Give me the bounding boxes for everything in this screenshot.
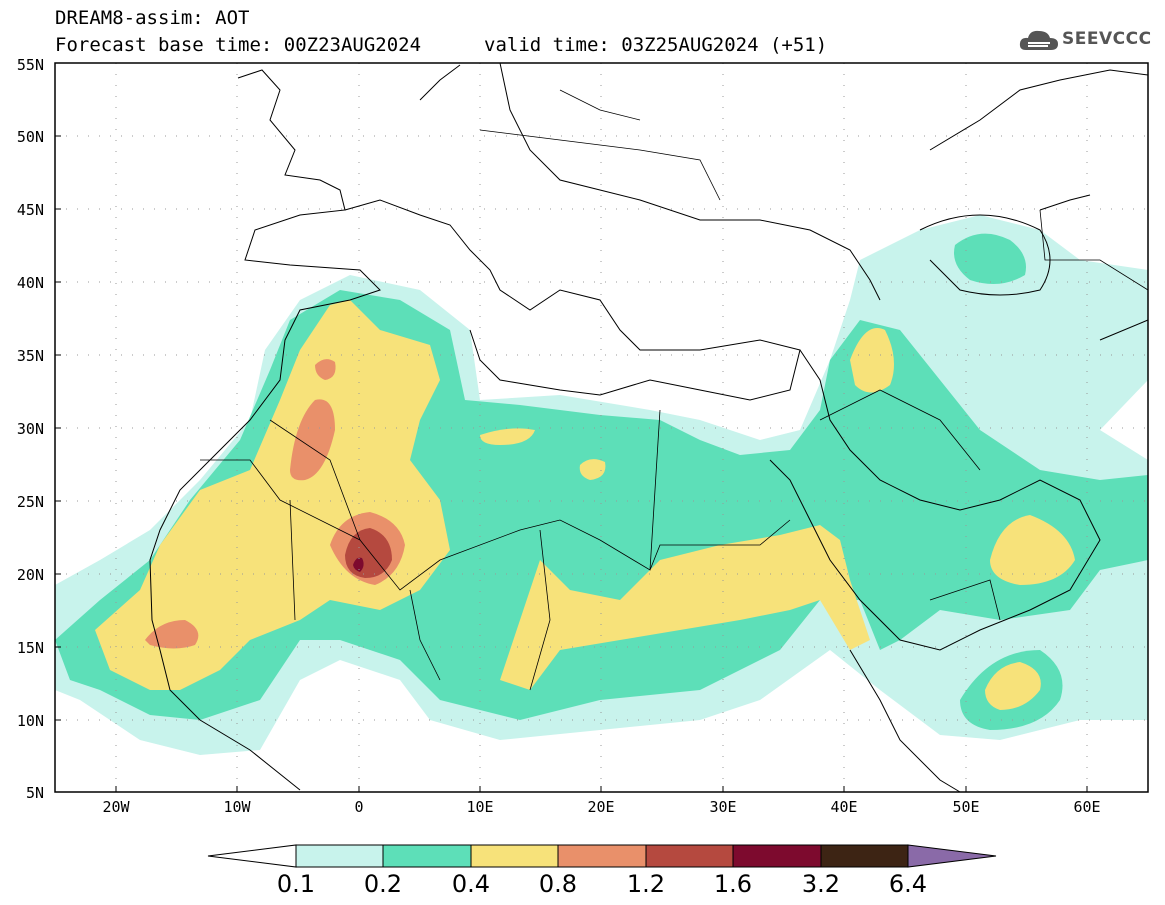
lat-label: 15N (16, 639, 44, 657)
lat-label: 20N (16, 566, 44, 584)
colorbar-bin-4 (557, 844, 647, 868)
lon-label: 10W (223, 798, 251, 816)
base-time: Forecast base time: 00Z23AUG2024 (55, 34, 422, 56)
colorbar-label: 0.2 (363, 870, 403, 898)
lat-label: 25N (16, 493, 44, 511)
lon-label: 40E (830, 798, 858, 816)
valid-time: valid time: 03Z25AUG2024 (+51) (484, 34, 828, 56)
colorbar-low-arrow (207, 844, 297, 868)
seevccc-logo: SEEVCCC (1018, 26, 1158, 56)
lat-label: 50N (16, 128, 44, 146)
colorbar-bin-2 (382, 844, 472, 868)
aot-contours (55, 215, 1148, 755)
lon-label: 30E (709, 798, 737, 816)
colorbar-bin-3 (470, 844, 559, 868)
contour-1.6 (353, 557, 364, 572)
colorbar-bin-6 (732, 844, 822, 868)
gridlines (55, 63, 1148, 792)
lat-label: 55N (16, 56, 44, 74)
borders (200, 89, 1149, 691)
contour-0.2-caspian (954, 233, 1026, 284)
colorbar-label: 1.2 (626, 870, 666, 898)
colorbar-label: 3.2 (801, 870, 841, 898)
colorbar-bin-1 (295, 844, 384, 868)
cloud-icon (1019, 30, 1058, 50)
lat-label: 10N (16, 712, 44, 730)
lat-label: 35N (16, 347, 44, 365)
contour-0.4 (95, 300, 450, 690)
colorbar-bin-5 (645, 844, 734, 868)
contour-0.4-iraq (850, 328, 894, 393)
contour-0.4-libya (480, 428, 535, 445)
lon-label: 50E (952, 798, 980, 816)
colorbar-label: 0.4 (451, 870, 491, 898)
colorbar-high-arrow (907, 844, 997, 868)
contour-0.4-arabian-sea (985, 662, 1041, 710)
lat-label: 30N (16, 420, 44, 438)
contour-0.4-oman (990, 515, 1075, 585)
lon-label: 10E (466, 798, 494, 816)
colorbar-label: 0.1 (276, 870, 316, 898)
lon-label: 60E (1073, 798, 1101, 816)
lat-label: 5N (25, 784, 44, 802)
contour-0.8-senegal (145, 620, 199, 649)
ticks (55, 135, 1088, 792)
colorbar-label: 0.8 (538, 870, 578, 898)
contour-0.4-egypt (579, 459, 606, 480)
lat-label: 45N (16, 201, 44, 219)
lon-label: 20E (587, 798, 615, 816)
lon-label: 0 (354, 798, 364, 816)
lat-label: 40N (16, 274, 44, 292)
contour-0.4-sahel (500, 525, 870, 690)
contour-0.8-morocco (290, 399, 335, 481)
colorbar-label: 6.4 (888, 870, 928, 898)
colorbar-bin-7 (820, 844, 909, 868)
coastlines (149, 62, 1149, 793)
logo-text: SEEVCCC (1062, 29, 1152, 49)
colorbar (207, 844, 997, 868)
contour-0.8-algeria (315, 359, 336, 380)
colorbar-label: 1.6 (713, 870, 753, 898)
lon-label: 20W (102, 798, 130, 816)
map-title: DREAM8-assim: AOT (55, 7, 250, 29)
